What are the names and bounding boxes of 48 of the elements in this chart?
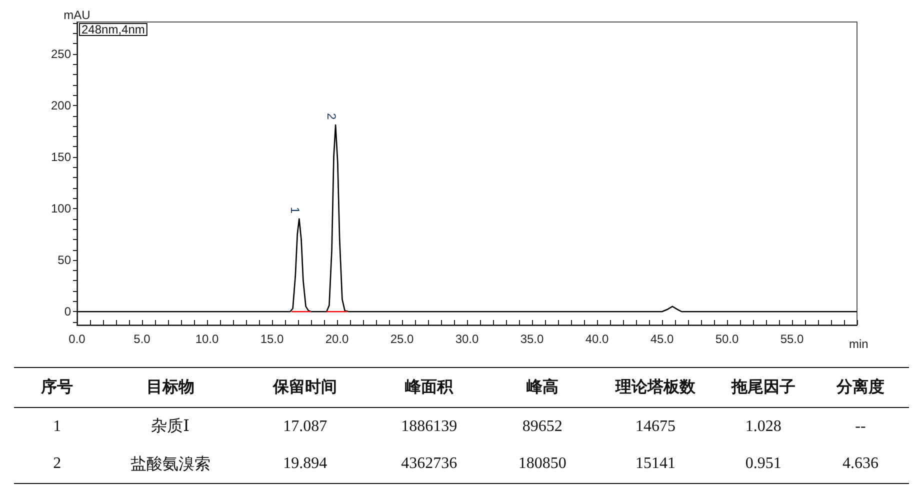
text: 峰高 <box>525 377 560 398</box>
text: -- <box>854 416 867 437</box>
text: 峰面积 <box>404 378 454 398</box>
annotation: 2 <box>324 113 339 120</box>
text: 1.028 <box>744 416 782 437</box>
y-tick-label: 50 <box>58 253 72 268</box>
text: 盐酸氨溴索 <box>129 454 212 475</box>
x-tick-label: 0.0 <box>68 332 86 346</box>
text: 序号 <box>40 377 74 398</box>
x-tick-label: 5.0 <box>134 332 151 346</box>
text: 0.951 <box>744 454 782 474</box>
y-tick-label: 150 <box>50 150 72 164</box>
x-tick-label: 50.0 <box>715 332 739 346</box>
x-tick-label: 30.0 <box>455 332 479 346</box>
text: 杂质Ⅰ <box>150 416 190 438</box>
text: 目标物 <box>145 378 196 398</box>
x-tick-label: 55.0 <box>780 332 804 346</box>
y-tick-label: 250 <box>50 46 72 61</box>
x-tick-label: 25.0 <box>390 332 414 346</box>
x-tick-label: 10.0 <box>195 332 219 346</box>
x-tick-label: 40.0 <box>585 332 609 346</box>
text: 1886139 <box>400 416 458 437</box>
text: 理论塔板数 <box>614 378 697 398</box>
text: 2 <box>52 454 62 474</box>
text: 14675 <box>634 416 677 437</box>
y-tick-label: 200 <box>50 98 72 112</box>
text: 1 <box>52 416 62 437</box>
y-tick-label: 0 <box>64 304 72 319</box>
y-axis-title: mAU <box>64 8 90 22</box>
text: 拖尾因子 <box>730 378 796 398</box>
y-tick-label: 100 <box>50 202 72 216</box>
annotation: 1 <box>288 206 302 214</box>
x-tick-label: 15.0 <box>260 332 284 346</box>
text: 19.894 <box>282 454 328 474</box>
line-series <box>76 124 858 312</box>
text: 15141 <box>634 454 677 474</box>
annotation: 248nm,4nm <box>82 22 145 36</box>
text: 保留时间 <box>272 378 338 398</box>
x-tick-label: 20.0 <box>325 332 349 346</box>
text: 17.087 <box>282 416 328 437</box>
text: 4.636 <box>841 454 880 474</box>
x-tick-label: 35.0 <box>520 332 544 346</box>
x-tick-label: 45.0 <box>650 332 674 346</box>
text: 4362736 <box>400 454 458 474</box>
text: 分离度 <box>835 377 886 398</box>
text: 180850 <box>517 454 568 474</box>
text: 89652 <box>521 416 564 437</box>
x-axis-title: min <box>849 337 868 351</box>
